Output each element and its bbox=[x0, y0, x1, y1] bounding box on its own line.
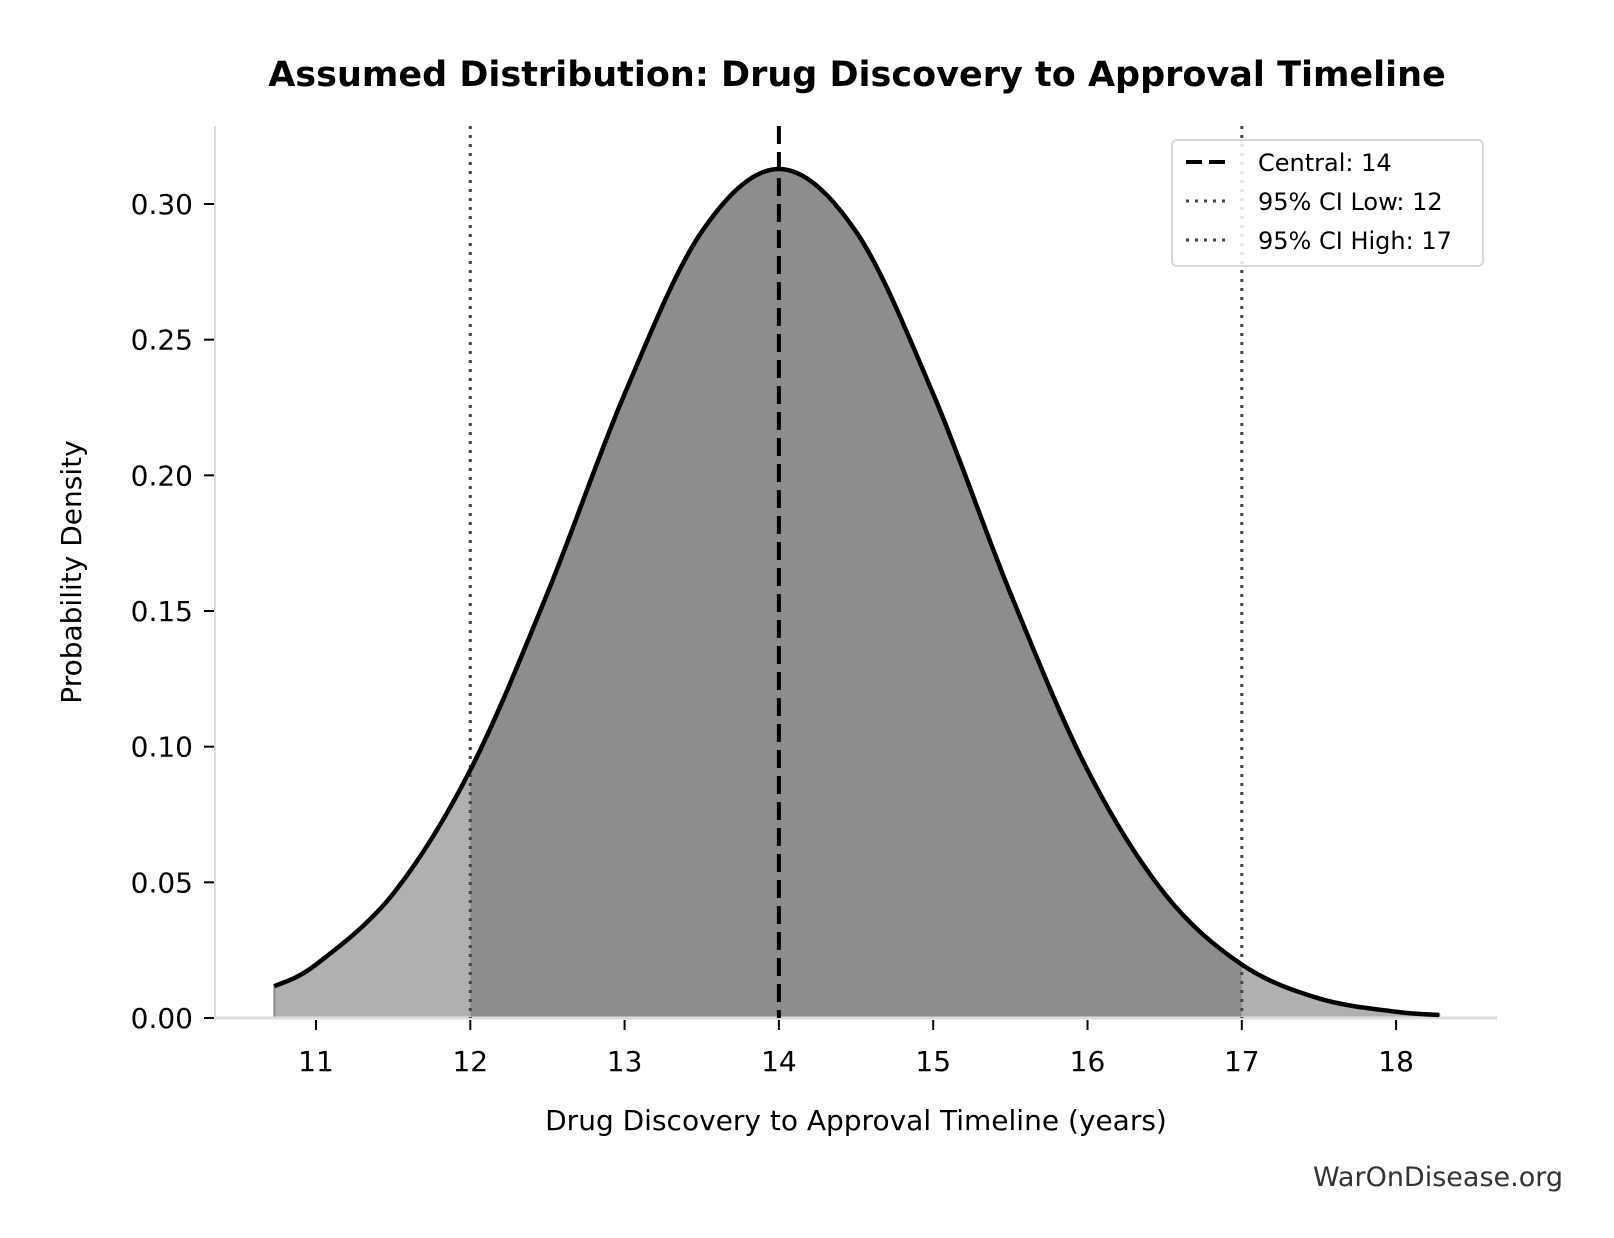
x-tick-label: 12 bbox=[452, 1045, 488, 1078]
ci-fill-area bbox=[470, 168, 1242, 1018]
legend-label-ci-low: 95% CI Low: 12 bbox=[1258, 188, 1443, 216]
y-tick-label: 0.30 bbox=[131, 188, 193, 221]
x-tick-label: 16 bbox=[1070, 1045, 1106, 1078]
y-tick-label: 0.05 bbox=[131, 866, 193, 899]
watermark: WarOnDisease.org bbox=[1313, 1162, 1563, 1193]
y-tick-label: 0.25 bbox=[131, 324, 193, 357]
density-curve bbox=[273, 166, 1440, 1018]
x-tick-label: 11 bbox=[298, 1045, 334, 1078]
x-tick-label: 14 bbox=[761, 1045, 797, 1078]
x-axis-label: Drug Discovery to Approval Timeline (yea… bbox=[545, 1104, 1167, 1137]
chart-title: Assumed Distribution: Drug Discovery to … bbox=[268, 55, 1446, 95]
legend-box bbox=[1171, 139, 1484, 267]
plot-area: 11 12 13 14 15 16 17 18 0.00 0.05 0.10 0.15 0.20 0.25… bbox=[131, 126, 1497, 1078]
y-tick-label: 0.20 bbox=[131, 459, 193, 492]
x-tick-label: 13 bbox=[607, 1045, 643, 1078]
y-tick-label: 0.10 bbox=[131, 731, 193, 764]
legend-label-ci-high: 95% CI High: 17 bbox=[1258, 227, 1452, 255]
x-tick-label: 17 bbox=[1224, 1045, 1260, 1078]
y-tick-label: 0.15 bbox=[131, 595, 193, 628]
y-tick-label: 0.00 bbox=[131, 1002, 193, 1035]
x-tick-label: 18 bbox=[1378, 1045, 1414, 1078]
legend: Central: 14 95% CI Low: 12 95% CI High: … bbox=[1171, 139, 1484, 267]
x-tick-label: 15 bbox=[915, 1045, 951, 1078]
y-axis-label: Probability Density bbox=[55, 440, 88, 703]
legend-label-central: Central: 14 bbox=[1258, 149, 1392, 177]
